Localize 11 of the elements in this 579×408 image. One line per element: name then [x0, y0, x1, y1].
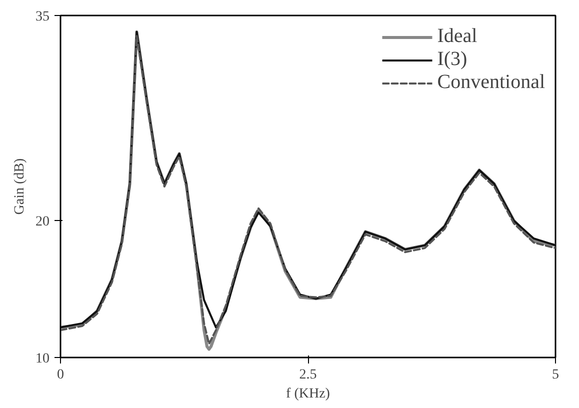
- x-tick-label: 5: [552, 368, 559, 382]
- legend-label: Conventional: [437, 71, 545, 94]
- y-tick-label: 35: [36, 10, 50, 24]
- legend-label: Ideal: [437, 25, 478, 48]
- y-tick-label: 10: [36, 352, 50, 366]
- x-axis-title: f (KHz): [286, 386, 330, 402]
- x-tick-label: 2.5: [299, 368, 317, 382]
- y-axis-title: Gain (dB): [12, 158, 28, 215]
- legend-label: I(3): [437, 48, 468, 71]
- x-tick-label: 0: [57, 368, 64, 382]
- y-tick-label: 20: [36, 214, 50, 230]
